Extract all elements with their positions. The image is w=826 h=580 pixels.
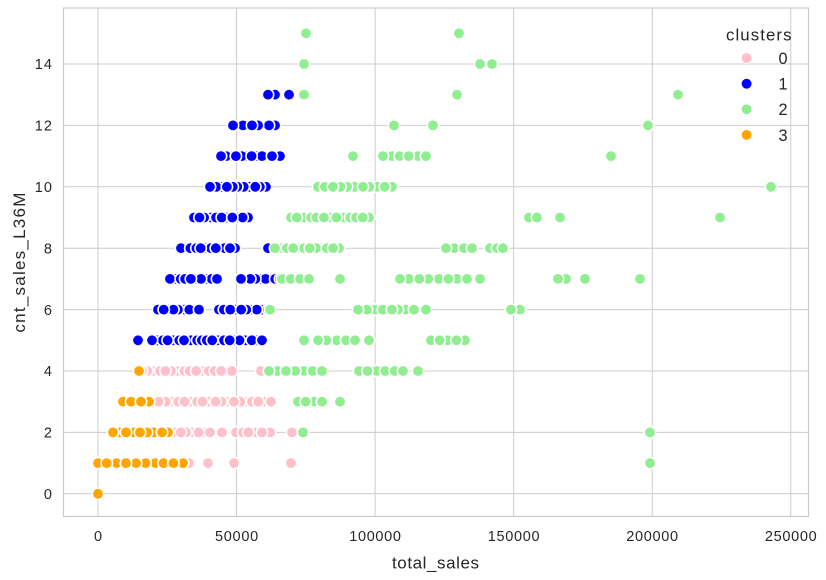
svg-text:cnt_sales_L36M: cnt_sales_L36M bbox=[10, 193, 29, 333]
svg-text:6: 6 bbox=[44, 303, 52, 319]
svg-text:12: 12 bbox=[35, 119, 52, 135]
svg-text:3: 3 bbox=[778, 127, 787, 145]
svg-text:clusters: clusters bbox=[726, 26, 792, 45]
svg-text:150000: 150000 bbox=[488, 529, 540, 545]
svg-text:2: 2 bbox=[44, 426, 52, 442]
svg-text:1: 1 bbox=[778, 76, 787, 94]
svg-text:10: 10 bbox=[35, 180, 52, 196]
svg-text:200000: 200000 bbox=[626, 529, 678, 545]
svg-text:0: 0 bbox=[94, 529, 102, 545]
svg-text:100000: 100000 bbox=[349, 529, 401, 545]
svg-text:14: 14 bbox=[35, 57, 52, 73]
svg-text:0: 0 bbox=[778, 50, 787, 68]
svg-text:2: 2 bbox=[778, 101, 787, 119]
svg-text:4: 4 bbox=[44, 364, 52, 380]
svg-text:50000: 50000 bbox=[215, 529, 258, 545]
svg-text:0: 0 bbox=[44, 487, 52, 503]
svg-text:8: 8 bbox=[44, 241, 52, 257]
svg-text:total_sales: total_sales bbox=[392, 554, 479, 573]
svg-text:250000: 250000 bbox=[765, 529, 817, 545]
